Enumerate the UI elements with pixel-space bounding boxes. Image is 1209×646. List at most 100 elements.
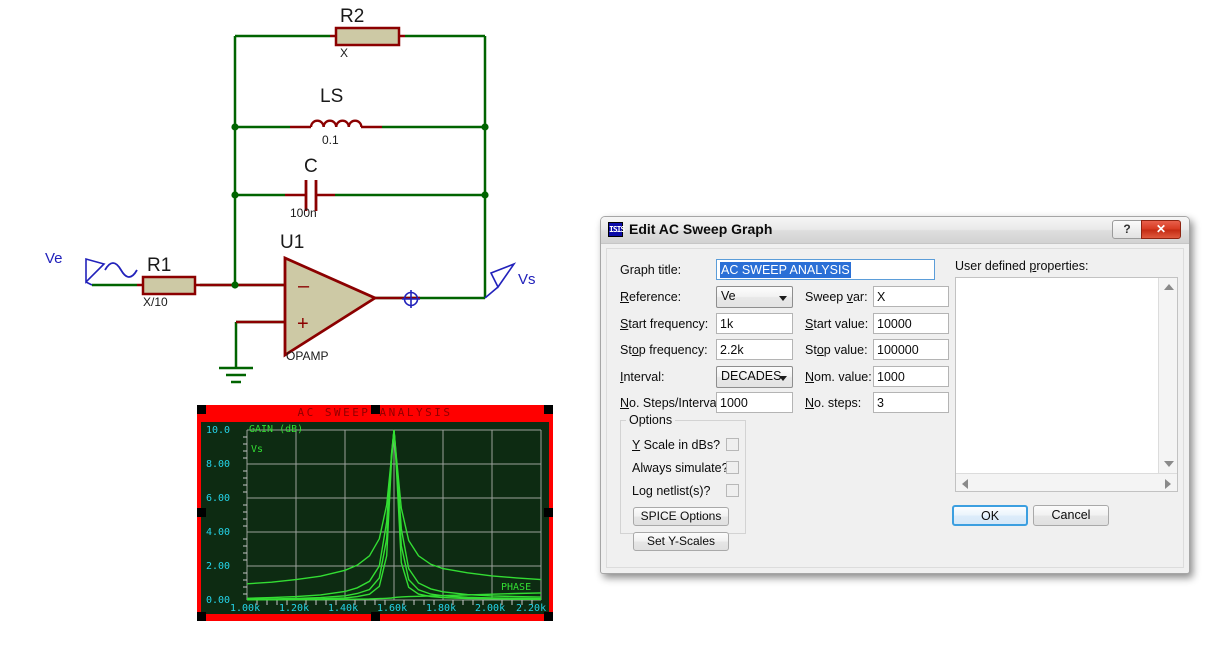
component-value-r2[interactable]: X xyxy=(340,46,349,60)
junction-dots xyxy=(231,123,489,289)
stop-value-input[interactable]: 100000 xyxy=(873,339,949,360)
scroll-right-arrow-icon[interactable] xyxy=(1165,479,1171,489)
graph-svg xyxy=(201,422,549,614)
selection-handle-tl[interactable] xyxy=(197,405,206,414)
scroll-up-arrow-icon[interactable] xyxy=(1164,284,1174,290)
graph-ytick-2: 4.00 xyxy=(206,527,231,538)
user-defined-properties-label: User defined properties: xyxy=(955,259,1089,273)
selection-handle-ml[interactable] xyxy=(197,508,206,517)
graph-ytick-5: 10.0 xyxy=(206,425,231,436)
help-button[interactable]: ? xyxy=(1112,220,1142,239)
reference-select-value: Ve xyxy=(721,289,736,303)
vertical-scrollbar[interactable] xyxy=(1158,278,1177,473)
options-group-legend: Options xyxy=(626,413,676,427)
generator-ve-icon xyxy=(85,257,138,286)
component-r2-body xyxy=(334,26,401,47)
selection-handle-tc[interactable] xyxy=(371,405,380,414)
component-value-u1[interactable]: OPAMP xyxy=(286,349,329,363)
scroll-down-arrow-icon[interactable] xyxy=(1164,461,1174,467)
y-scale-db-label: Y Scale in dBs? xyxy=(632,438,721,452)
stop-frequency-label: Stop frequency: xyxy=(620,343,708,357)
graph-ytick-4: 8.00 xyxy=(206,459,231,470)
close-button[interactable]: ✕ xyxy=(1141,220,1181,239)
isis-app-icon: ISIS xyxy=(608,222,625,237)
no-steps-interval-input[interactable]: 1000 xyxy=(716,392,793,413)
interval-label: Interval: xyxy=(620,370,665,384)
component-label-ls[interactable]: LS xyxy=(320,86,344,107)
selection-handle-mr[interactable] xyxy=(544,508,553,517)
scroll-left-arrow-icon[interactable] xyxy=(962,479,968,489)
nom-value-label: Nom. value: xyxy=(805,370,872,384)
ground-symbol xyxy=(219,366,253,384)
graph-xtick-4: 1.80k xyxy=(426,603,457,614)
graph-traces xyxy=(246,429,542,601)
cancel-button[interactable]: Cancel xyxy=(1033,505,1109,526)
graph-title-input[interactable]: AC SWEEP ANALYSIS xyxy=(716,259,935,280)
probe-label-vs[interactable]: Vs xyxy=(518,271,536,288)
probe-label-ve[interactable]: Ve xyxy=(45,250,63,267)
voltage-probe-vs-icon xyxy=(484,262,517,299)
schematic-canvas[interactable]: – + xyxy=(0,0,600,400)
component-value-c[interactable]: 100n xyxy=(290,206,317,220)
graph-series-legend: Vs xyxy=(251,444,264,455)
graph-xtick-5: 2.00k xyxy=(475,603,506,614)
selection-handle-br[interactable] xyxy=(544,612,553,621)
stop-frequency-input[interactable]: 2.2k xyxy=(716,339,793,360)
horizontal-scrollbar[interactable] xyxy=(956,473,1177,491)
start-value-label: Start value: xyxy=(805,317,869,331)
dialog-title-bar[interactable]: ISIS Edit AC Sweep Graph ? ✕ xyxy=(601,217,1189,244)
graph-title-input-value: AC SWEEP ANALYSIS xyxy=(720,262,851,278)
no-steps-label: No. steps: xyxy=(805,396,862,410)
component-value-r1[interactable]: X/10 xyxy=(143,295,168,309)
isis-app-icon-text: ISIS xyxy=(609,225,625,234)
stop-value-label: Stop value: xyxy=(805,343,868,357)
dialog-body: Graph title: AC SWEEP ANALYSIS Reference… xyxy=(606,248,1184,568)
dialog-title: Edit AC Sweep Graph xyxy=(629,221,773,237)
interval-select[interactable]: DECADES xyxy=(716,366,793,388)
graph-plot-area[interactable]: GAIN (dB) Vs PHASE 10.0 8.00 6.00 4.00 2… xyxy=(201,422,549,614)
component-label-c[interactable]: C xyxy=(304,156,318,177)
graph-ytick-0: 0.00 xyxy=(206,595,231,606)
graph-xtick-0: 1.00k xyxy=(230,603,261,614)
user-defined-properties-panel[interactable] xyxy=(955,277,1178,492)
sweep-var-label: Sweep var: xyxy=(805,290,868,304)
component-ls-coils xyxy=(309,119,363,128)
log-netlists-checkbox[interactable] xyxy=(726,484,739,497)
no-steps-input[interactable]: 3 xyxy=(873,392,949,413)
nom-value-input[interactable]: 1000 xyxy=(873,366,949,387)
graph-xtick-3: 1.60k xyxy=(377,603,408,614)
circuit-schematic[interactable]: – + R2 X LS 0.1 C 100n R1 X/10 U1 xyxy=(0,0,600,400)
component-label-r1[interactable]: R1 xyxy=(147,255,172,276)
reference-label: Reference: xyxy=(620,290,682,304)
start-frequency-input[interactable]: 1k xyxy=(716,313,793,334)
selection-handle-bc[interactable] xyxy=(371,612,380,621)
component-opamp-body xyxy=(283,255,378,358)
selection-handle-tr[interactable] xyxy=(544,405,553,414)
user-defined-properties-textarea[interactable] xyxy=(956,278,1158,473)
sweep-var-input[interactable]: X xyxy=(873,286,949,307)
graph-ytick-1: 2.00 xyxy=(206,561,231,572)
component-label-r2[interactable]: R2 xyxy=(340,6,365,27)
always-simulate-label: Always simulate? xyxy=(632,461,729,475)
component-label-u1[interactable]: U1 xyxy=(280,232,305,253)
ac-sweep-graph-window[interactable]: AC SWEEP ANALYSIS xyxy=(197,405,553,621)
spice-options-button[interactable]: SPICE Options xyxy=(633,507,729,526)
y-scale-db-checkbox[interactable] xyxy=(726,438,739,451)
graph-title-label: Graph title: xyxy=(620,263,682,277)
start-value-input[interactable]: 10000 xyxy=(873,313,949,334)
graph-trace xyxy=(246,429,542,601)
component-c-plates xyxy=(304,180,318,211)
reference-select[interactable]: Ve xyxy=(716,286,793,308)
opamp-minus-icon: – xyxy=(298,275,310,297)
edit-ac-sweep-graph-dialog[interactable]: ISIS Edit AC Sweep Graph ? ✕ Graph title… xyxy=(600,216,1190,574)
graph-trace xyxy=(247,592,542,601)
ok-button[interactable]: OK xyxy=(952,505,1028,526)
selection-handle-bl[interactable] xyxy=(197,612,206,621)
set-y-scales-button[interactable]: Set Y-Scales xyxy=(633,532,729,551)
graph-ytick-3: 6.00 xyxy=(206,493,231,504)
component-value-ls[interactable]: 0.1 xyxy=(322,133,339,147)
always-simulate-checkbox[interactable] xyxy=(726,461,739,474)
wire-junction-marker-icon xyxy=(402,290,420,308)
graph-yaxis-title: GAIN (dB) xyxy=(249,424,304,435)
component-r1-body xyxy=(141,275,197,296)
